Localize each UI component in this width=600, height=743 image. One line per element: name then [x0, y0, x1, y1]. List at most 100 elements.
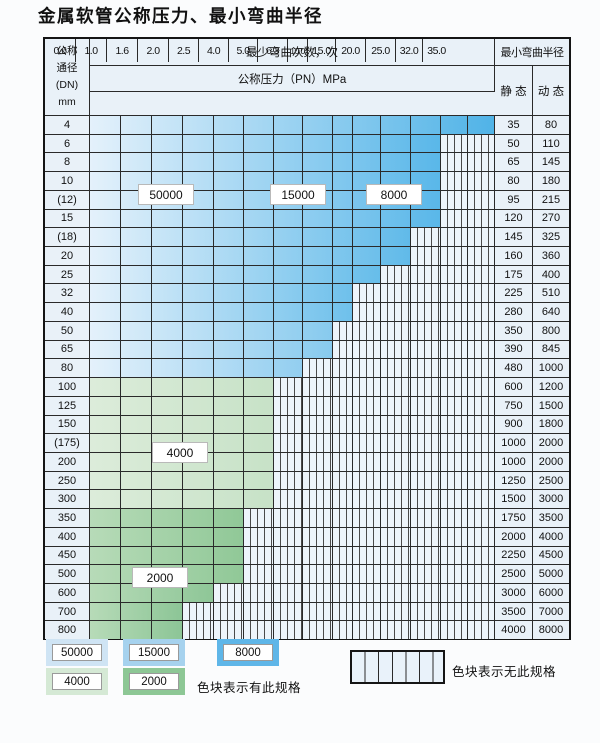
no-spec-cell [333, 452, 353, 471]
static-radius-cell: 65 [495, 153, 533, 172]
legend-no-spec-swatch [350, 650, 445, 684]
no-spec-cell [244, 509, 274, 527]
no-spec-cell [441, 172, 468, 190]
dynamic-radius-cell: 1000 [533, 359, 569, 378]
pressure-cell [274, 153, 303, 172]
pressure-cell [411, 209, 441, 228]
pressure-cell [152, 247, 183, 265]
no-spec-cell [333, 490, 353, 509]
no-spec-cell [468, 490, 495, 509]
static-radius-cell: 900 [495, 415, 533, 434]
pressure-cell [152, 359, 183, 378]
pressure-cell [244, 378, 274, 396]
pressure-cell [214, 172, 244, 190]
pressure-cell [303, 265, 333, 284]
no-spec-cell [274, 434, 303, 452]
dn-cell: 800 [45, 621, 90, 640]
no-spec-cell [353, 303, 381, 321]
pressure-cell [121, 209, 152, 228]
static-radius-cell: 95 [495, 190, 533, 209]
pressure-cell [214, 153, 244, 172]
no-spec-cell [274, 490, 303, 509]
pressure-cell [441, 116, 468, 134]
pressure-cell [183, 340, 214, 359]
pressure-cell [121, 396, 152, 415]
no-spec-cell [441, 602, 468, 621]
no-spec-cell [381, 359, 411, 378]
no-spec-cell [333, 583, 353, 602]
no-spec-cell [274, 546, 303, 565]
pressure-cell [214, 359, 244, 378]
pressure-cell [183, 359, 214, 378]
pressure-cell [90, 340, 121, 359]
legend-swatch-value: 4000 [52, 673, 102, 690]
pressure-cell [152, 490, 183, 509]
pressure-cell [121, 172, 152, 190]
no-spec-cell [353, 471, 381, 490]
no-spec-cell [411, 509, 441, 527]
cycle-zone-label-50000: 50000 [138, 184, 194, 205]
no-spec-cell [381, 490, 411, 509]
no-spec-cell [303, 452, 333, 471]
pressure-cell [244, 452, 274, 471]
pressure-col-header: 6.3 [258, 39, 288, 62]
table-header: 公称 通径 (DN) mm 最少弯曲次数，次 最小弯曲半径 公称压力（PN）MPa 0… [45, 39, 569, 116]
no-spec-cell [353, 415, 381, 434]
no-spec-cell [381, 565, 411, 583]
pressure-cell [121, 340, 152, 359]
static-radius-cell: 50 [495, 134, 533, 153]
pressure-col-header: 4.0 [199, 39, 229, 62]
pressure-cell [152, 340, 183, 359]
table-row: 200 1000 2000 [45, 452, 569, 472]
static-radius-cell: 2250 [495, 546, 533, 565]
static-radius-cell: 1750 [495, 509, 533, 527]
pressure-col-header: 32.0 [396, 39, 423, 62]
static-radius-cell: 1000 [495, 434, 533, 452]
no-spec-cell [411, 359, 441, 378]
no-spec-cell [411, 621, 441, 640]
no-spec-cell [274, 378, 303, 396]
pressure-cell [333, 247, 353, 265]
no-spec-cell [381, 378, 411, 396]
pressure-cell [274, 134, 303, 153]
pressure-cell [121, 116, 152, 134]
no-spec-cell [353, 602, 381, 621]
pressure-cell [381, 153, 411, 172]
dynamic-radius-cell: 1800 [533, 415, 569, 434]
dynamic-radius-cell: 145 [533, 153, 569, 172]
pressure-cell [121, 452, 152, 471]
static-radius-cell: 175 [495, 265, 533, 284]
pressure-cell [214, 228, 244, 247]
table-row: 65 390 845 [45, 340, 569, 360]
dn-cell: 65 [45, 340, 90, 359]
no-spec-cell [381, 471, 411, 490]
dn-cell: (18) [45, 228, 90, 247]
dynamic-radius-cell: 1500 [533, 396, 569, 415]
legend-swatch-value: 15000 [129, 644, 179, 661]
no-spec-cell [353, 434, 381, 452]
pressure-cell [333, 172, 353, 190]
static-radius-cell: 1000 [495, 452, 533, 471]
table-row: 6 50 110 [45, 134, 569, 154]
dn-cell: 600 [45, 583, 90, 602]
table-row: 32 225 510 [45, 284, 569, 304]
pressure-cell [333, 265, 353, 284]
pressure-cell [183, 134, 214, 153]
dynamic-radius-cell: 360 [533, 247, 569, 265]
no-spec-cell [381, 396, 411, 415]
pressure-cell [468, 116, 495, 134]
dn-cell: 50 [45, 321, 90, 340]
no-spec-cell [303, 471, 333, 490]
table-row: 400 2000 4000 [45, 527, 569, 547]
table-row: 800 4000 8000 [45, 621, 569, 640]
dynamic-radius-cell: 640 [533, 303, 569, 321]
pressure-cell [90, 153, 121, 172]
static-column-header: 静 态 [495, 66, 533, 115]
no-spec-cell [468, 265, 495, 284]
dynamic-radius-cell: 2000 [533, 434, 569, 452]
no-spec-cell [303, 583, 333, 602]
no-spec-cell [441, 396, 468, 415]
pressure-cell [214, 490, 244, 509]
no-spec-cell [303, 527, 333, 546]
pressure-cell [244, 116, 274, 134]
